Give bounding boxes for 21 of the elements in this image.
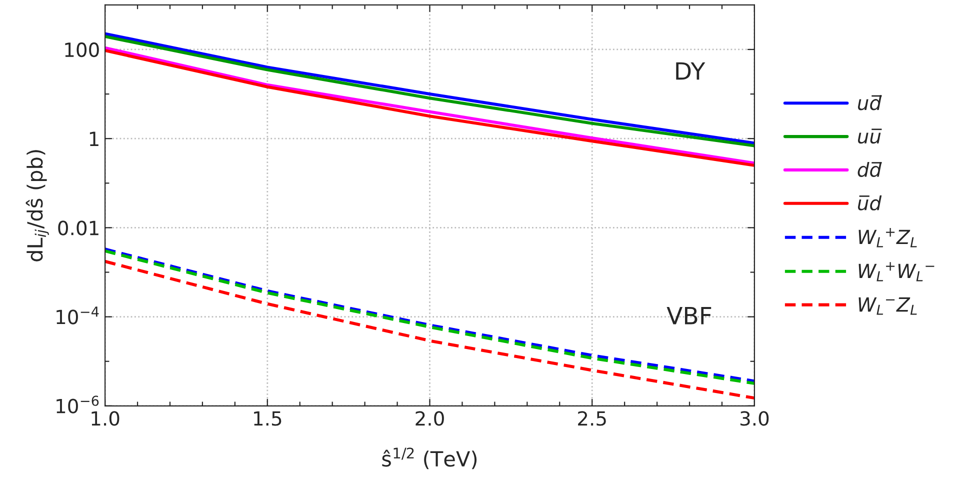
legend-label: W$_{L}$$^{+}$W$_{L}$$^{−}$ <box>858 262 934 282</box>
annotation: VBF <box>666 306 712 324</box>
annotation: DY <box>676 62 706 80</box>
y-axis-title: dL$_{ij}$/dŝ (pb) <box>26 150 49 262</box>
x-tick-label: 2.0 <box>416 411 444 426</box>
x-axis-title: ŝ$^{1/2}$ (TeV) <box>382 448 477 470</box>
legend-label: W$_{L}$$^{−}$Z$_{L}$ <box>858 297 917 315</box>
legend-label: u̅d <box>858 195 882 210</box>
legend-label: dd̅ <box>858 162 882 178</box>
x-tick-label: 2.5 <box>578 411 606 426</box>
line-series <box>105 260 754 400</box>
legend-label: uu̅ <box>858 128 882 144</box>
y-tick-label: 10$^{−4}$ <box>56 306 99 324</box>
y-tick-label: 1 <box>90 132 98 146</box>
x-tick-label: 1.0 <box>92 411 120 426</box>
x-tick-label: 1.5 <box>254 411 282 426</box>
y-tick-label: 100 <box>65 42 99 58</box>
legend-label: W$_{L}$$^{+}$Z$_{L}$ <box>858 228 917 248</box>
legend-label: ud̅ <box>858 95 882 110</box>
x-tick-label: 3.0 <box>740 411 769 426</box>
y-tick-label: 0.01 <box>58 220 98 236</box>
